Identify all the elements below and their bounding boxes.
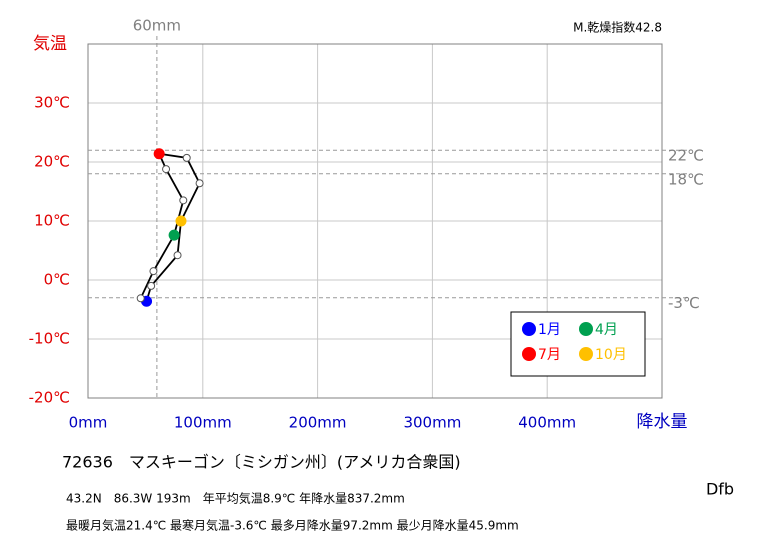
x-tick-label: 0mm — [69, 414, 108, 432]
y-tick-label: 0℃ — [44, 271, 70, 289]
legend-label: 1月 — [538, 322, 561, 338]
month-point — [175, 215, 187, 227]
reference-label: 22℃ — [668, 147, 704, 165]
reference-label: 18℃ — [668, 170, 704, 188]
climate-class: Dfb — [706, 480, 734, 499]
station: 72636 マスキーゴン〔ミシガン州〕(アメリカ合衆国) — [62, 453, 461, 472]
legend-marker — [522, 322, 536, 336]
month-point — [147, 281, 156, 290]
month-point — [179, 196, 188, 205]
index-label: M.乾燥指数42.8 — [573, 20, 662, 35]
y-tick-label: 10℃ — [34, 212, 70, 230]
x-tick-label: 100mm — [174, 414, 232, 432]
legend-box — [510, 311, 646, 377]
plot-frame — [87, 43, 663, 399]
reference-label: 60mm — [133, 17, 181, 35]
y-title: 気温 — [33, 34, 67, 54]
x-tick-label: 300mm — [403, 414, 461, 432]
info-line: 最暖月気温21.4℃ 最寒月気温-3.6℃ 最多月降水量97.2mm 最少月降水… — [66, 518, 519, 533]
x-tick-label: 200mm — [289, 414, 347, 432]
month-point — [162, 165, 171, 174]
month-point — [136, 294, 145, 303]
legend-label: 4月 — [595, 322, 618, 338]
month-point — [149, 267, 158, 276]
legend-marker — [579, 322, 593, 336]
reference-label: -3℃ — [668, 294, 700, 312]
x-title: 降水量 — [637, 412, 688, 432]
month-point — [153, 148, 165, 160]
month-point — [173, 251, 182, 260]
legend-label: 10月 — [595, 347, 627, 363]
x-tick-label: 400mm — [518, 414, 576, 432]
y-tick-label: 20℃ — [34, 153, 70, 171]
y-tick-label: 30℃ — [34, 94, 70, 112]
legend-marker — [522, 347, 536, 361]
info-line: 43.2N 86.3W 193m 年平均気温8.9℃ 年降水量837.2mm — [66, 491, 405, 506]
legend-marker — [579, 347, 593, 361]
y-tick-label: -20℃ — [29, 389, 70, 407]
month-point — [195, 179, 204, 188]
legend-label: 7月 — [538, 347, 561, 363]
month-point — [182, 153, 191, 162]
y-tick-label: -10℃ — [29, 330, 70, 348]
month-point — [168, 229, 180, 241]
